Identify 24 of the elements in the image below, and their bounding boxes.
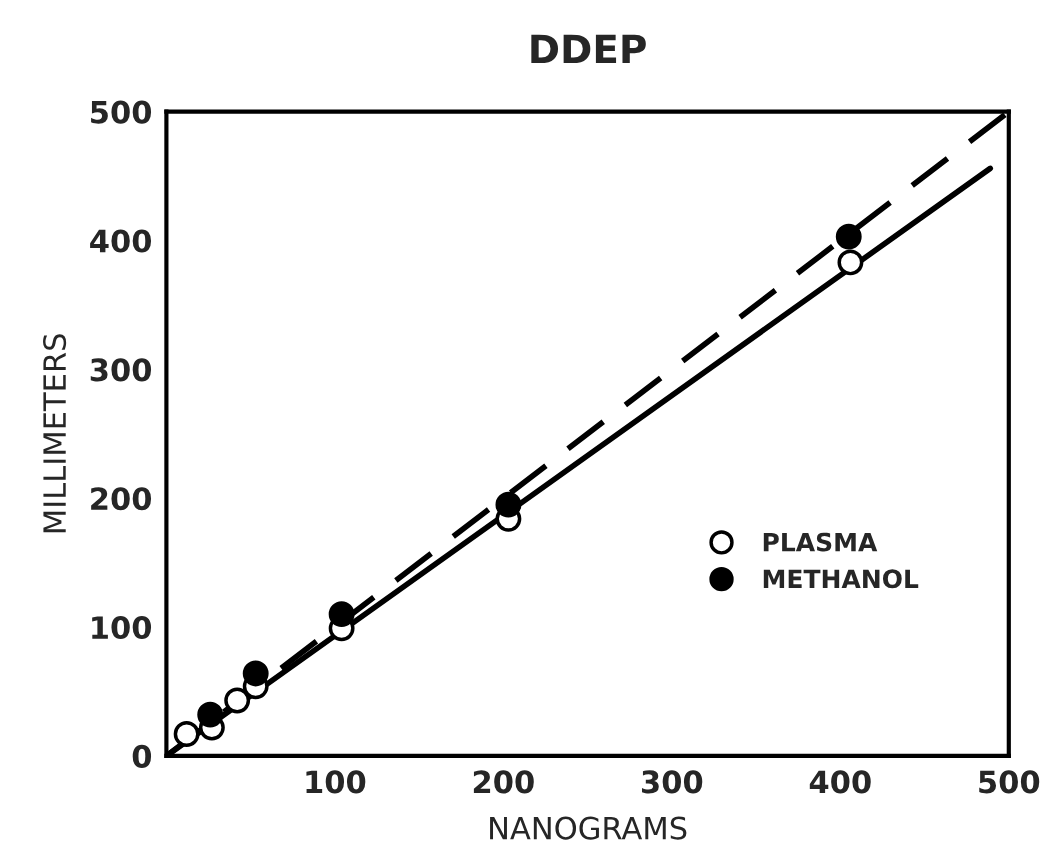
point [242,660,269,687]
point [328,601,355,628]
chart-title: DDEP [531,34,646,64]
point [835,223,862,250]
point [224,687,251,714]
x-tick-label: 400 [809,770,871,794]
y-tick-label: 400 [90,229,152,253]
point [495,491,522,518]
legend-label: METHANOL [763,569,919,589]
x-tick-label: 100 [306,770,366,794]
x-tick-label: 200 [473,770,534,794]
x-tick-label: 500 [979,770,1040,794]
x-tick-label: 300 [641,770,703,794]
y-tick-label: 100 [92,616,152,640]
y-tick-label: 0 [132,744,152,768]
y-tick-label: 500 [91,100,152,124]
y-axis-title: MILLIMETERS [43,334,67,533]
point [837,249,864,276]
x-axis-title: NANOGRAMS [490,816,687,840]
legend-label: PLASMA [763,532,878,552]
y-tick-label: 300 [90,358,152,382]
point [173,721,200,747]
point [197,701,224,728]
y-tick-label: 200 [91,487,152,511]
